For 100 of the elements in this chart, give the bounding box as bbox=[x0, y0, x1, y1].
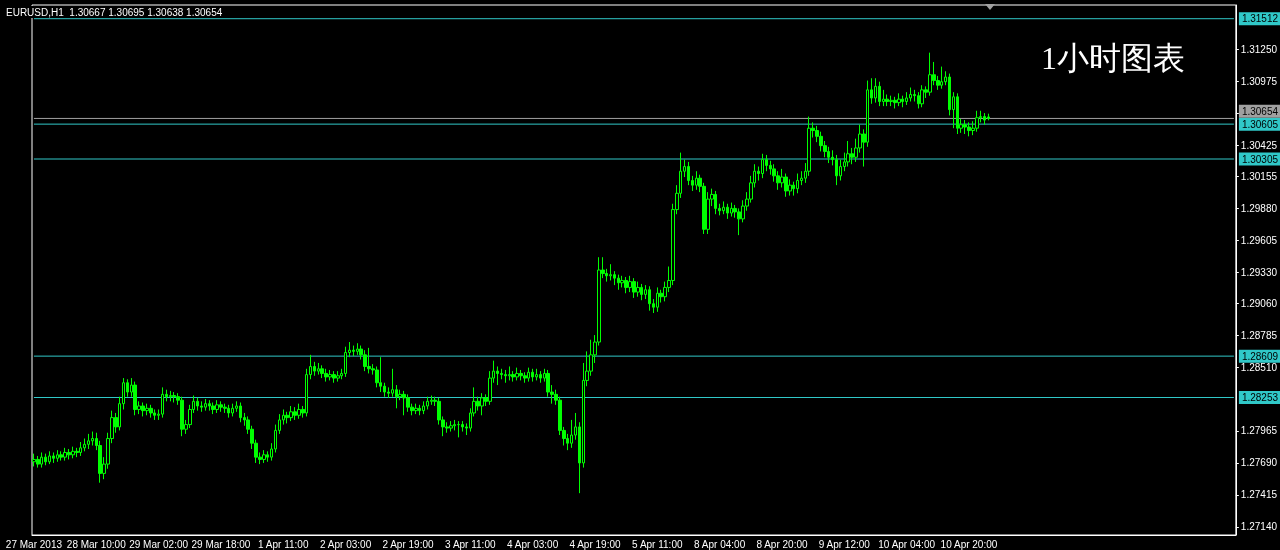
candlestick bbox=[363, 349, 367, 372]
y-tick-label: 1.27140 bbox=[1240, 521, 1278, 533]
candlestick bbox=[987, 113, 990, 121]
candlestick bbox=[967, 121, 971, 137]
candlestick bbox=[617, 274, 620, 291]
candlestick bbox=[761, 153, 764, 179]
x-tick-label: 5 Apr 11:00 bbox=[632, 538, 683, 550]
candlestick bbox=[624, 276, 628, 294]
candlestick bbox=[515, 367, 519, 381]
candlestick bbox=[527, 367, 530, 383]
candlestick bbox=[40, 451, 43, 469]
x-tick-label: 29 Mar 02:00 bbox=[129, 538, 189, 550]
candlestick bbox=[239, 402, 242, 423]
chart-title: EURUSD,H1 1.30667 1.30695 1.30638 1.30654 bbox=[6, 6, 223, 18]
candlestick bbox=[695, 170, 698, 191]
candlestick bbox=[332, 370, 336, 384]
candlestick bbox=[956, 92, 959, 135]
x-tick-label: 28 Mar 10:00 bbox=[66, 538, 127, 550]
candlestick bbox=[788, 178, 792, 197]
candlestick bbox=[784, 173, 788, 198]
candlestick bbox=[219, 400, 223, 413]
candlestick bbox=[204, 398, 207, 412]
candlestick bbox=[519, 369, 523, 381]
candlestick bbox=[640, 283, 643, 301]
ref-line-label: 1.31512 bbox=[1241, 13, 1279, 25]
candlestick bbox=[141, 402, 145, 417]
candlestick bbox=[83, 438, 86, 452]
y-tick-label: 1.29330 bbox=[1240, 266, 1278, 278]
candlestick bbox=[422, 400, 425, 415]
y-tick-label: 1.31250 bbox=[1240, 43, 1278, 55]
candlestick bbox=[648, 285, 651, 312]
annotation: 1小时图表 bbox=[1041, 40, 1185, 76]
candlestick bbox=[336, 370, 340, 383]
candlestick bbox=[636, 281, 640, 298]
candlestick bbox=[231, 403, 234, 417]
candlestick bbox=[796, 173, 799, 194]
candlestick bbox=[893, 96, 897, 109]
candlestick bbox=[56, 449, 59, 463]
candlestick bbox=[609, 263, 612, 281]
candlestick bbox=[149, 404, 153, 419]
candlestick bbox=[453, 419, 456, 431]
candlestick bbox=[59, 450, 63, 462]
y-tick-label: 1.27965 bbox=[1240, 425, 1278, 437]
candlestick bbox=[328, 369, 332, 381]
x-tick-label: 10 Apr 04:00 bbox=[878, 538, 936, 550]
ref-line-label: 1.30305 bbox=[1241, 153, 1279, 165]
candlestick bbox=[531, 368, 534, 383]
candlestick bbox=[324, 368, 328, 383]
candlestick bbox=[379, 356, 382, 393]
candlestick bbox=[480, 392, 484, 416]
candlestick bbox=[975, 110, 979, 133]
candlestick bbox=[418, 404, 421, 416]
candlestick bbox=[153, 408, 156, 421]
candlestick bbox=[656, 286, 659, 313]
candlestick bbox=[262, 449, 266, 464]
candlestick bbox=[920, 84, 924, 108]
candlestick bbox=[504, 369, 507, 384]
candlestick bbox=[320, 364, 324, 379]
candlestick bbox=[169, 390, 172, 402]
y-tick-label: 1.28510 bbox=[1240, 362, 1278, 374]
candlestick bbox=[909, 87, 912, 102]
x-tick-label: 8 Apr 04:00 bbox=[694, 538, 746, 550]
y-tick-label: 1.29605 bbox=[1240, 234, 1278, 246]
candlestick bbox=[406, 393, 410, 413]
candlestick bbox=[297, 403, 301, 420]
candlestick bbox=[352, 345, 355, 357]
ref-line-label: 1.30654 bbox=[1241, 105, 1279, 117]
candlestick bbox=[846, 140, 850, 168]
y-tick-label: 1.29060 bbox=[1240, 298, 1278, 310]
candlestick bbox=[511, 370, 515, 383]
candlestick bbox=[457, 420, 460, 438]
x-tick-label: 8 Apr 20:00 bbox=[756, 538, 808, 550]
candlestick bbox=[508, 365, 511, 381]
candlestick bbox=[535, 368, 538, 381]
candlestick bbox=[940, 66, 943, 90]
candlestick bbox=[461, 420, 464, 433]
candlestick bbox=[928, 52, 932, 97]
candlestick bbox=[632, 277, 636, 299]
candlestick bbox=[430, 395, 433, 406]
candlestick bbox=[878, 81, 881, 107]
x-tick-label: 10 Apr 20:00 bbox=[940, 538, 998, 550]
candlestick bbox=[79, 441, 82, 457]
candlestick bbox=[905, 91, 908, 106]
candlestick bbox=[885, 94, 889, 107]
candlestick bbox=[496, 365, 499, 386]
candlestick bbox=[402, 390, 406, 416]
candlestick bbox=[317, 362, 320, 376]
x-tick-label: 4 Apr 03:00 bbox=[507, 538, 559, 550]
candlestick bbox=[897, 92, 901, 107]
candlestick bbox=[44, 453, 47, 466]
x-tick-label: 27 Mar 2013 bbox=[5, 538, 63, 550]
x-tick-label: 3 Apr 11:00 bbox=[445, 538, 496, 550]
ref-line-label: 1.28253 bbox=[1241, 392, 1279, 403]
candlestick bbox=[344, 346, 347, 378]
candlestick bbox=[835, 154, 838, 186]
x-tick-label: 2 Apr 03:00 bbox=[320, 538, 372, 550]
candlestick bbox=[215, 399, 219, 414]
candlestick bbox=[145, 403, 149, 416]
candlestick bbox=[367, 347, 371, 374]
candlestick bbox=[539, 370, 542, 384]
